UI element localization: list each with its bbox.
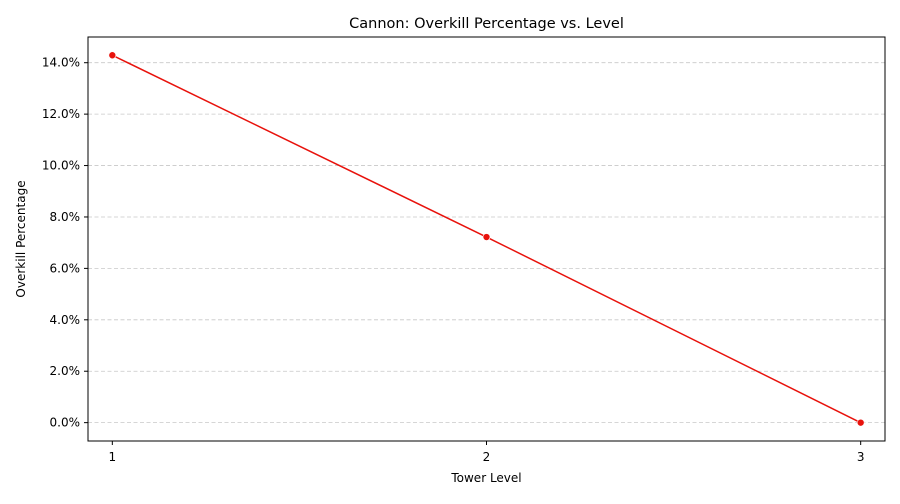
y-axis-label: Overkill Percentage xyxy=(14,180,28,297)
y-tick-label: 0.0% xyxy=(50,416,81,430)
data-point xyxy=(108,51,117,60)
series-layer xyxy=(108,51,865,427)
y-tick-label: 4.0% xyxy=(50,313,81,327)
y-tick-label: 10.0% xyxy=(42,159,80,173)
ticks: 0.0% 2.0% 4.0% 6.0% 8.0% 10.0% 12.0% 14.0% 1 2 3 xyxy=(42,56,865,464)
y-tick-label: 2.0% xyxy=(50,364,81,378)
data-point xyxy=(856,418,865,427)
y-tick-label: 14.0% xyxy=(42,56,80,70)
y-tick-label: 8.0% xyxy=(50,210,81,224)
y-tick-label: 6.0% xyxy=(50,261,81,275)
x-axis-label: Tower Level xyxy=(450,471,521,485)
y-tick-label: 12.0% xyxy=(42,107,80,121)
gridlines xyxy=(88,62,885,424)
x-tick-label: 3 xyxy=(857,450,865,464)
x-tick-label: 1 xyxy=(109,450,117,464)
x-tick-label: 2 xyxy=(483,450,491,464)
data-point xyxy=(482,233,491,241)
chart-title: Cannon: Overkill Percentage vs. Level xyxy=(349,16,624,32)
